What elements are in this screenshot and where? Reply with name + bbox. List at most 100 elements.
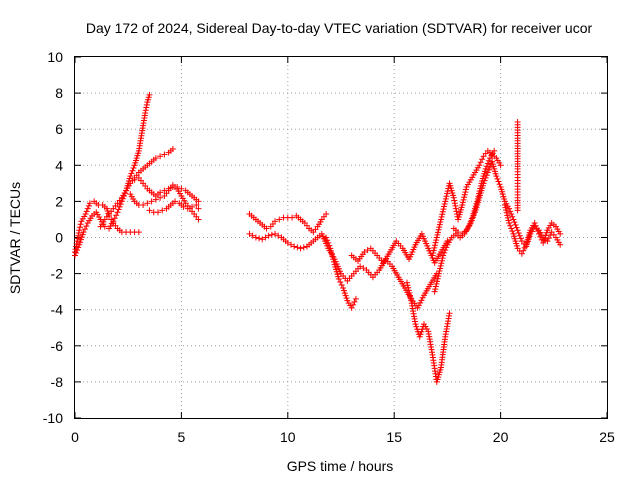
data-point (532, 222, 539, 229)
data-point (275, 232, 282, 239)
y-tick-label: 6 (55, 121, 63, 137)
data-point (413, 323, 420, 330)
data-point (348, 304, 355, 311)
x-tick-label: 25 (599, 429, 615, 445)
y-tick-labels: -10 -8 -6 -4 -2 0 2 4 6 8 10 (43, 49, 63, 426)
data-point (503, 209, 510, 216)
data-point (450, 194, 457, 201)
data-point (252, 234, 259, 241)
data-point (451, 197, 458, 204)
x-axis-label: GPS time / hours (287, 458, 394, 474)
data-point (434, 229, 441, 236)
data-point (540, 239, 547, 246)
data-point (471, 211, 477, 218)
data-point (437, 262, 444, 269)
data-point (140, 202, 147, 209)
data-point (76, 241, 83, 248)
data-point (75, 244, 82, 251)
data-point (534, 228, 541, 235)
data-point (485, 166, 492, 173)
data-point (431, 242, 438, 249)
data-point (513, 224, 520, 231)
data-point (440, 252, 447, 259)
data-point (128, 170, 135, 177)
data-point (165, 185, 172, 192)
data-point (268, 231, 275, 238)
data-point (439, 255, 446, 262)
data-point (152, 155, 159, 162)
data-points (72, 91, 564, 385)
data-point (361, 248, 368, 255)
data-point (508, 225, 515, 232)
data-point (146, 91, 153, 98)
data-point (510, 216, 517, 223)
data-point (435, 273, 442, 280)
data-point (130, 165, 137, 172)
data-point (516, 232, 523, 239)
data-point (75, 232, 82, 239)
data-point (430, 249, 437, 256)
data-point (350, 301, 357, 308)
data-point (415, 302, 422, 309)
data-point (340, 287, 347, 294)
data-point (406, 289, 413, 296)
data-point (501, 202, 508, 209)
x-tick-label: 20 (493, 429, 509, 445)
data-point (543, 229, 550, 236)
data-point (161, 151, 168, 158)
data-point (431, 244, 438, 251)
data-point (434, 275, 441, 282)
data-point (352, 295, 359, 302)
data-point (74, 235, 81, 242)
data-point (157, 194, 164, 201)
data-point (438, 216, 445, 223)
data-point (467, 220, 474, 227)
data-point (442, 195, 449, 202)
series-trace-f (146, 198, 202, 216)
data-point (148, 198, 155, 205)
data-point (357, 263, 364, 270)
data-point (441, 203, 448, 210)
data-point (143, 101, 150, 108)
data-point (535, 230, 542, 237)
data-point (77, 239, 84, 246)
data-point (111, 215, 118, 222)
data-point (502, 204, 509, 211)
data-point (493, 173, 500, 180)
data-point (434, 278, 441, 285)
data-point (531, 220, 538, 227)
data-point (482, 165, 489, 172)
data-point (507, 208, 514, 215)
data-point (514, 227, 521, 234)
data-point (417, 299, 424, 306)
data-point (435, 226, 442, 233)
data-point (418, 297, 425, 304)
data-point (74, 247, 81, 254)
data-point (433, 234, 440, 241)
data-point (533, 225, 540, 232)
data-point (481, 177, 488, 184)
data-point (272, 230, 279, 237)
y-tick-label: 8 (55, 85, 63, 101)
data-point (515, 229, 522, 236)
y-tick-label: -6 (51, 338, 64, 354)
y-tick-label: 0 (55, 230, 63, 246)
data-point (509, 228, 516, 235)
data-point (480, 180, 487, 187)
data-point (494, 175, 501, 182)
y-tick-label: -4 (51, 302, 64, 318)
data-point (443, 244, 450, 251)
data-point (412, 321, 419, 328)
data-point (76, 227, 83, 234)
data-point (142, 107, 149, 114)
data-point (483, 172, 490, 179)
data-point (340, 285, 347, 292)
data-point (342, 292, 349, 299)
data-point (276, 216, 283, 223)
data-point (272, 218, 279, 225)
data-point (85, 202, 92, 209)
data-point (557, 241, 564, 248)
series-trace-b (72, 91, 153, 259)
data-point (110, 218, 117, 225)
